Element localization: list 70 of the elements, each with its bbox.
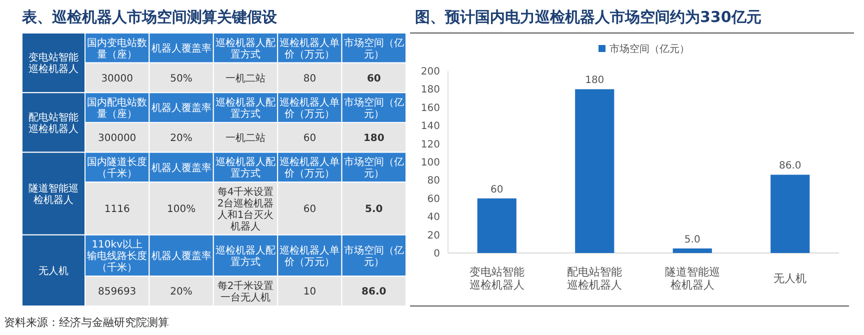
y-tick-label: 20 [427,230,440,242]
data-label: 86.0 [778,160,802,172]
bar [575,89,614,253]
text: 机器人覆盖率 [151,44,212,55]
text: 市场空间（亿元） [344,97,404,120]
text: 50% [170,73,192,84]
text: 资料来源：经济与金融研究院测算 [4,316,169,329]
text: 市场空间（亿元） [344,157,404,180]
text: 60 [303,132,316,144]
text: 一机二站 [226,73,266,84]
data-label: 180 [585,75,604,86]
text: 每2千米设置一台无人机 [217,280,274,304]
y-tick-label: 200 [420,66,440,78]
bar [770,174,810,253]
text: 巡检机器人单价（万元） [280,97,340,120]
y-tick-label: 40 [427,212,440,224]
text: 市场空间（亿元） [344,245,404,268]
y-tick-label: 180 [420,84,440,96]
x-tick-label: 隧道智能巡检机器人 [664,266,720,292]
text: 100% [167,204,196,216]
text: 机器人覆盖率 [151,162,212,174]
text: 国内隧道长度（千米） [87,157,148,180]
text: 机器人覆盖率 [151,103,212,114]
text: 一机二站 [226,132,266,144]
data-label: 60 [490,184,504,196]
y-tick-label: 100 [420,158,440,168]
text: 300000 [98,132,136,144]
y-tick-label: 0 [434,248,440,260]
y-tick-label: 140 [420,121,440,132]
data-label: 5.0 [684,234,700,246]
text: 60 [366,73,381,84]
text: 80 [303,73,316,84]
text: 机器人覆盖率 [151,251,212,262]
text: 110kv以上输电线路长度（千米） [87,240,148,274]
text: 每4千米设置2台巡检机器人和1台灭火机器人 [217,186,274,232]
text: 20% [170,286,192,298]
category-label: 隧道智能巡检机器人 [28,183,78,206]
text: 国内配电站数量（座） [87,97,148,120]
bar [672,248,712,253]
chart-title: 图、预计国内电力巡检机器人市场空间约为330亿元 [415,8,762,26]
y-tick-label: 80 [427,176,440,187]
x-tick-label: 无人机 [774,272,807,285]
text: 巡检机器人配置方式 [216,97,276,120]
text: 10 [303,286,316,298]
text: 859693 [98,286,136,298]
y-tick-label: 160 [420,102,440,114]
text: 60 [303,204,316,216]
text: 巡检机器人单价（万元） [280,157,340,180]
category-label: 变电站智能巡检机器人 [28,52,78,76]
text: 巡检机器人配置方式 [216,38,276,60]
y-tick-label: 120 [420,139,440,150]
x-tick-label: 变电站智能巡检机器人 [469,266,524,292]
legend-label: 市场空间（亿元） [610,43,690,55]
text: 国内变电站数量（座） [87,38,148,60]
text: 巡检机器人配置方式 [216,245,276,268]
category-label: 配电站智能巡检机器人 [28,112,78,135]
text: 5.0 [365,204,383,216]
text: 86.0 [362,286,386,298]
text: 巡检机器人单价（万元） [280,245,340,268]
text: 20% [170,132,192,144]
x-tick-label: 配电站智能巡检机器人 [567,266,622,292]
text: 巡检机器人配置方式 [216,157,276,180]
y-tick-label: 60 [427,194,440,205]
text: 市场空间（亿元） [344,38,404,60]
bar [477,198,516,253]
text: 180 [363,132,384,144]
text: 表、巡检机器人市场空间测算关键假设 [21,8,278,26]
text: 1116 [104,204,130,216]
text: 30000 [101,73,134,84]
text: 巡检机器人单价（万元） [280,38,340,60]
